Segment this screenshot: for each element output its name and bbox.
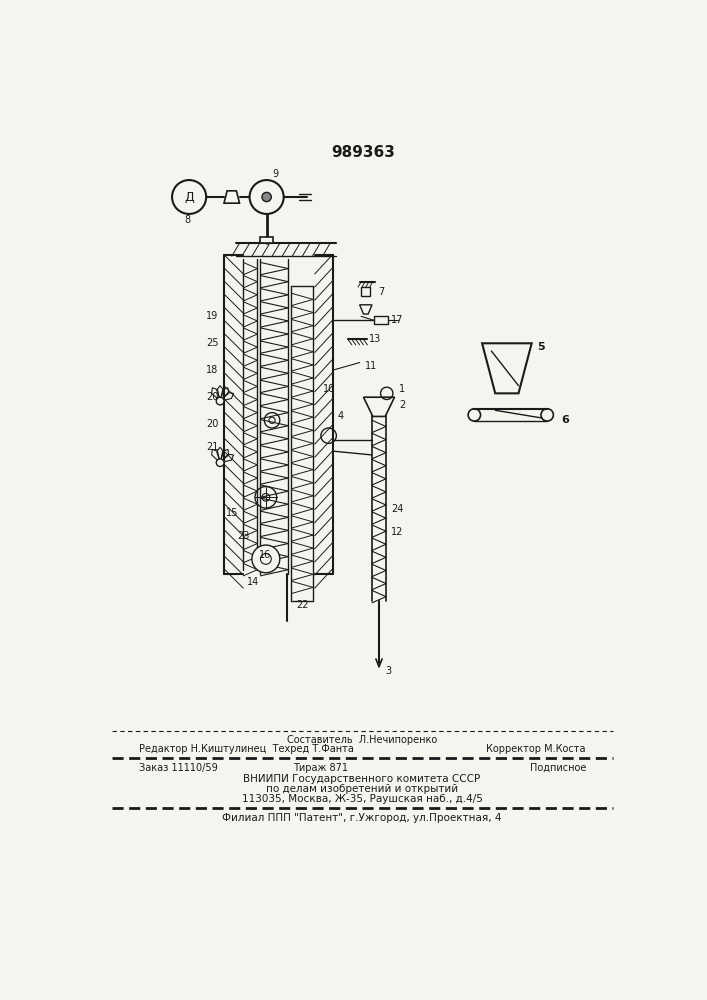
Polygon shape bbox=[224, 191, 240, 203]
Text: 25: 25 bbox=[206, 338, 218, 348]
Text: Тираж 871: Тираж 871 bbox=[293, 763, 349, 773]
Bar bbox=[373, 316, 387, 324]
Bar bbox=[260, 237, 273, 243]
Text: 23: 23 bbox=[237, 531, 250, 541]
Circle shape bbox=[250, 180, 284, 214]
Text: 16: 16 bbox=[259, 550, 271, 560]
Text: 17: 17 bbox=[391, 315, 403, 325]
Text: Д: Д bbox=[185, 190, 194, 204]
Text: 9: 9 bbox=[273, 169, 279, 179]
Text: по делам изобретений и открытий: по делам изобретений и открытий bbox=[266, 784, 458, 794]
Text: 989363: 989363 bbox=[331, 145, 395, 160]
Text: 14: 14 bbox=[247, 577, 259, 587]
Circle shape bbox=[262, 192, 271, 202]
Text: 1: 1 bbox=[399, 384, 405, 394]
Text: 4: 4 bbox=[337, 411, 344, 421]
Text: 6: 6 bbox=[561, 415, 569, 425]
Text: 3: 3 bbox=[385, 666, 392, 676]
Text: Заказ 11110/59: Заказ 11110/59 bbox=[139, 763, 218, 773]
Text: 24: 24 bbox=[392, 504, 404, 514]
Bar bbox=[361, 287, 370, 296]
Text: 113035, Москва, Ж-35, Раушская наб., д.4/5: 113035, Москва, Ж-35, Раушская наб., д.4… bbox=[242, 794, 482, 804]
Text: Филиал ППП "Патент", г.Ужгород, ул.Проектная, 4: Филиал ППП "Патент", г.Ужгород, ул.Проек… bbox=[222, 813, 502, 823]
Text: 22: 22 bbox=[296, 600, 308, 610]
Text: 7: 7 bbox=[378, 287, 385, 297]
Circle shape bbox=[216, 459, 224, 467]
Text: 2: 2 bbox=[399, 400, 405, 410]
Text: 13: 13 bbox=[369, 334, 381, 344]
Text: 8: 8 bbox=[185, 215, 191, 225]
Text: 20: 20 bbox=[206, 392, 218, 402]
Polygon shape bbox=[363, 397, 395, 416]
Circle shape bbox=[216, 397, 224, 405]
Text: Редактор Н.Киштулинец  Техред Т.Фанта: Редактор Н.Киштулинец Техред Т.Фанта bbox=[139, 744, 354, 754]
Text: 12: 12 bbox=[392, 527, 404, 537]
Text: 19: 19 bbox=[206, 311, 218, 321]
Text: 21: 21 bbox=[206, 442, 218, 452]
Text: 15: 15 bbox=[226, 508, 238, 518]
Text: ВНИИПИ Государственного комитета СССР: ВНИИПИ Государственного комитета СССР bbox=[243, 774, 481, 784]
Text: 10: 10 bbox=[322, 384, 334, 394]
Circle shape bbox=[172, 180, 206, 214]
Text: 18: 18 bbox=[206, 365, 218, 375]
Text: 20: 20 bbox=[206, 419, 218, 429]
Text: Корректор М.Коста: Корректор М.Коста bbox=[486, 744, 586, 754]
Text: 11: 11 bbox=[365, 361, 378, 371]
Circle shape bbox=[252, 545, 280, 573]
Text: Составитель  Л.Нечипоренко: Составитель Л.Нечипоренко bbox=[287, 735, 437, 745]
Text: Подписное: Подписное bbox=[530, 763, 586, 773]
Text: 5: 5 bbox=[537, 342, 545, 352]
